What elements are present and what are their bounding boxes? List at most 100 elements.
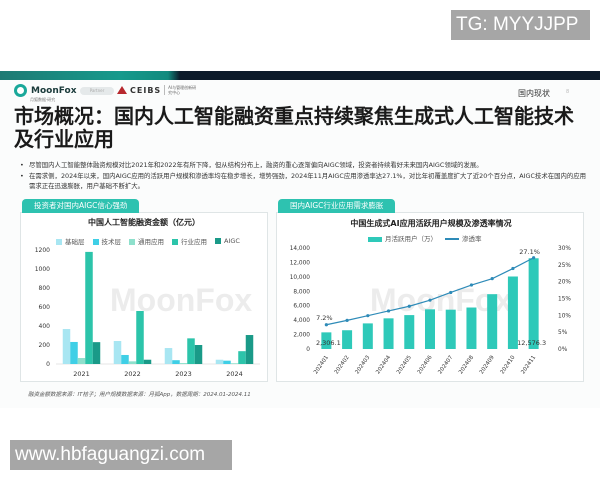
y-left-tick: 10,000 (290, 275, 311, 281)
y-left-tick: 6,000 (293, 304, 310, 310)
y-right-tick: 0% (558, 347, 568, 353)
bar (321, 332, 332, 349)
x-tick-label: 2021 (73, 370, 90, 378)
y-left-tick: 14,000 (290, 246, 311, 252)
bar (172, 360, 180, 364)
bar (164, 348, 173, 364)
annotation: 7.2% (316, 314, 333, 322)
annotation: 12,576.3 (517, 339, 546, 347)
bar (121, 354, 129, 364)
y-tick-label: 400 (39, 323, 51, 330)
ceibs-subtitle: AI与管理创新研究中心 (164, 85, 198, 95)
x-tick-label: 202408 (458, 354, 475, 375)
legend-item: 通用应用 (129, 236, 164, 246)
bar (466, 307, 477, 349)
bar (487, 294, 498, 349)
bar (362, 323, 373, 349)
y-tick-label: 1200 (35, 247, 50, 254)
bar (85, 251, 93, 364)
legend-item-line: 渗透率 (445, 233, 482, 243)
bar (143, 359, 152, 364)
bar (445, 309, 456, 349)
bar (404, 315, 415, 349)
watermark-top: TG: MYYJJPP (451, 10, 590, 40)
y-left-tick: 8,000 (293, 289, 310, 295)
section-tag: 国内现状 (518, 89, 550, 98)
rate-point (428, 298, 432, 302)
slide-top-band (0, 71, 600, 80)
logo-text: MoonFox (31, 85, 77, 96)
y-right-tick: 30% (558, 246, 571, 252)
chart-watermark: MoonFox (110, 282, 253, 318)
y-tick-label: 800 (39, 285, 51, 292)
rate-point (469, 283, 474, 287)
partner-pill: Partner (80, 87, 114, 95)
right-combo-chart: 0 2,000 4,000 6,000 8,000 10,000 12,000 14,000 0… (290, 246, 572, 376)
x-tick-label: 2023 (175, 370, 192, 378)
x-tick-label: 202401 (313, 355, 330, 376)
x-tick-label: 202402 (334, 355, 351, 376)
bar (77, 358, 86, 364)
y-tick-label: 1000 (35, 266, 50, 273)
rate-point (386, 309, 391, 313)
annotation: 2,306.1 (316, 339, 341, 347)
y-tick-label: 0 (46, 361, 50, 368)
bar (62, 329, 71, 364)
rate-point (324, 323, 328, 327)
rate-point (345, 318, 349, 322)
bar (70, 341, 78, 364)
rate-point (490, 277, 494, 281)
y-left-tick: 12,000 (290, 260, 311, 266)
left-bar-chart: 0 200 400 600 800 1000 1200 2021 2022 2023 2024 (35, 247, 260, 378)
bar (187, 338, 195, 364)
logo-subtitle: 月狐数据·研究 (30, 97, 56, 102)
bar (194, 345, 203, 364)
right-chart-legend: 月活跃用户（万） 渗透率 (368, 233, 482, 243)
rate-point (511, 266, 515, 271)
right-chart-title: 中国生成式AI应用活跃用户规模及渗透率情况 (350, 219, 512, 228)
annotation: 27.1% (519, 248, 540, 256)
y-left-tick: 4,000 (293, 318, 310, 324)
right-panel-tag: 国内AIGC行业应用需求膨胀 (278, 199, 396, 213)
data-source-note: 融资金额数据来源：IT桔子；用户规模数据来源：月狐App，数据周期：2024.0… (28, 392, 251, 398)
x-tick-label: 202411 (520, 355, 537, 376)
legend-item: AIGC (215, 237, 240, 245)
y-tick-label: 600 (39, 304, 51, 311)
rate-point (449, 290, 453, 295)
legend-item-bar: 月活跃用户（万） (368, 233, 437, 243)
x-tick-label: 202410 (500, 354, 517, 375)
bullet-item: 尽管国内人工智能整体融资规模对比2021年和2022年有所下降，但从结构分布上，… (20, 160, 590, 170)
y-left-tick: 2,000 (293, 333, 310, 339)
left-chart-legend: 基础层 技术层 通用应用 行业应用 AIGC (56, 236, 240, 246)
left-chart-title: 中国人工智能融资金额（亿元） (88, 218, 200, 227)
x-tick-label: 2024 (226, 370, 243, 378)
bar (113, 341, 122, 364)
bar (230, 363, 239, 364)
x-tick-label: 202403 (354, 354, 371, 375)
page-title: 市场概况：国内人工智能融资重点持续聚焦生成式人工智能技术及行业应用 (14, 104, 574, 151)
bar (136, 310, 144, 364)
x-tick-label: 2022 (124, 370, 141, 378)
moonfox-logo-icon (14, 84, 27, 97)
x-tick-label: 202405 (396, 354, 413, 375)
ceibs-logo: CEIBS AI与管理创新研究中心 (117, 85, 198, 95)
bar (528, 258, 539, 349)
y-left-tick: 0 (306, 347, 310, 353)
x-tick-label: 202407 (437, 354, 454, 375)
rate-point (366, 314, 370, 318)
bullet-list: 尽管国内人工智能整体融资规模对比2021年和2022年有所下降，但从结构分布上，… (20, 160, 590, 192)
bar (383, 318, 394, 349)
bar (425, 309, 435, 349)
bar (245, 335, 254, 364)
y-right-tick: 10% (558, 313, 571, 319)
legend-item: 行业应用 (172, 236, 207, 246)
page-number: 8 (566, 89, 570, 95)
bullet-item: 在需求侧，2024年以来，国内AIGC应用的活跃用户规模和渗透率均在稳步增长，增… (20, 171, 590, 191)
bar (238, 351, 246, 364)
bar (92, 342, 101, 364)
rate-point (407, 304, 411, 308)
left-panel-tag: 投资者对国内AIGC信心强劲 (22, 199, 140, 213)
bar (342, 330, 353, 349)
legend-item: 技术层 (92, 236, 121, 246)
y-right-tick: 25% (558, 263, 571, 269)
